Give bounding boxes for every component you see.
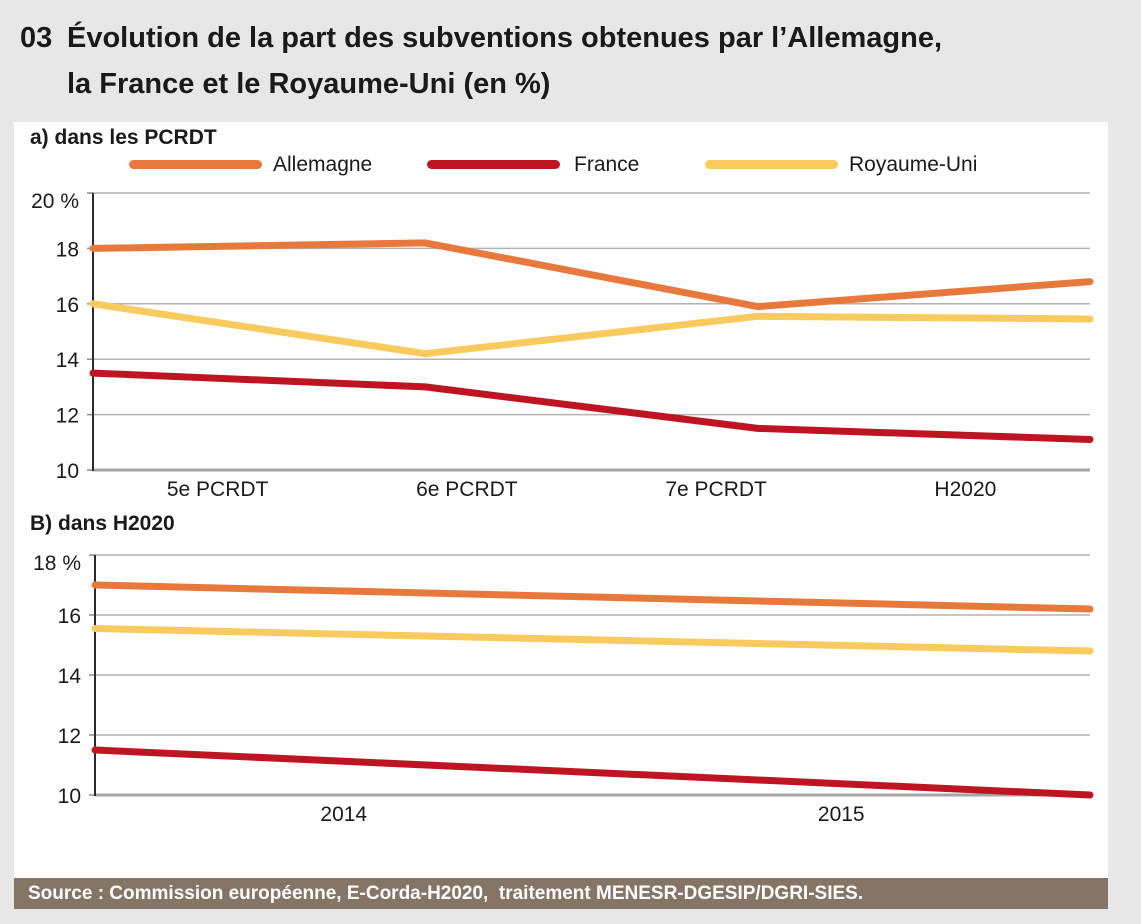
series-line-royaume-uni bbox=[89, 300, 1094, 358]
y-tick-label: 14 bbox=[58, 665, 82, 688]
y-tick-label: 16 bbox=[56, 294, 79, 317]
y-tick-label: 20 % bbox=[31, 190, 79, 213]
y-tick-label: 18 bbox=[56, 238, 79, 261]
x-tick-label: 2014 bbox=[320, 803, 367, 826]
x-tick-label: 5e PCRDT bbox=[167, 478, 269, 501]
chart-b-h2020: 18 % 16 14 12 10 2014 2015 bbox=[33, 552, 1094, 826]
legend-label-royaume-uni: Royaume-Uni bbox=[849, 153, 978, 176]
y-tick-label: 10 bbox=[56, 460, 79, 483]
y-tick-label: 10 bbox=[58, 785, 81, 808]
figure-title-line-2: la France et le Royaume-Uni (en %) bbox=[67, 68, 551, 100]
legend-swatch-royaume-uni bbox=[705, 160, 838, 169]
series-line-france bbox=[89, 369, 1094, 443]
x-tick-label: 2015 bbox=[818, 803, 865, 826]
legend-label-france: France bbox=[574, 153, 640, 176]
legend-swatch-france bbox=[427, 160, 560, 169]
y-tick-label: 12 bbox=[58, 725, 81, 748]
y-tick-label: 14 bbox=[56, 349, 80, 372]
y-tick-label: 12 bbox=[56, 405, 79, 428]
chart-a-pcrdt: 20 % 18 16 14 12 10 5e PCRDT 6e PCRDT 7e PCRDT H2… bbox=[31, 190, 1094, 501]
y-tick-label: 16 bbox=[58, 605, 81, 628]
series-line-france bbox=[91, 746, 1094, 799]
x-tick-label: H2020 bbox=[934, 478, 996, 501]
series-line-allemagne bbox=[89, 239, 1094, 311]
legend-swatch-allemagne bbox=[129, 160, 262, 169]
figure-number: 03 bbox=[20, 22, 53, 54]
series-line-royaume-uni bbox=[91, 625, 1094, 655]
figure-title: Évolution de la part des subventions obt… bbox=[67, 15, 942, 107]
legend-label-allemagne: Allemagne bbox=[273, 153, 373, 176]
y-tick-label: 18 % bbox=[33, 552, 81, 575]
series-line-allemagne bbox=[91, 581, 1094, 613]
x-tick-label: 6e PCRDT bbox=[416, 478, 518, 501]
source-text: Source : Commission européenne, E-Corda-… bbox=[28, 883, 864, 904]
source-bar bbox=[14, 878, 1108, 909]
figure-title-line-1: Évolution de la part des subventions obt… bbox=[67, 22, 942, 54]
x-tick-label: 7e PCRDT bbox=[665, 478, 767, 501]
section-label-b: B) dans H2020 bbox=[30, 512, 175, 535]
section-label-a: a) dans les PCRDT bbox=[30, 126, 217, 149]
